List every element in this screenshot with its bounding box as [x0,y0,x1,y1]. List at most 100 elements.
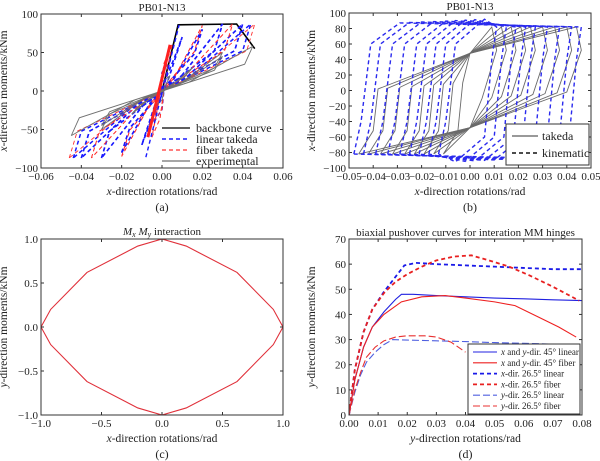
x-tick-label: 0.5 [216,418,230,430]
title-part: interaction [151,226,201,238]
legend-label-part: x [500,369,505,379]
loop-takeda [442,25,498,155]
y-tick-label: −40 [329,117,347,129]
x-axis-label: x-direction rotations/rad [414,186,526,198]
legend-label-part: y [522,358,527,368]
caption: (b) [463,200,477,214]
y-axis-label-rest: -direction moments/kNm [0,266,10,382]
y-axis-label: y-direction moments/kNm [0,266,10,388]
line-backbone [161,23,256,92]
x-tick-label: 0.06 [273,171,293,183]
chart-title: biaxial pushover curves for interation M… [356,227,575,239]
y-axis-label: x-direction moments/kNm [0,30,10,152]
x-tick-label: −0.04 [360,171,386,183]
legend-label: experimental [196,154,259,168]
x-axis-label-italic: x [106,433,113,445]
chart-b: −0.05−0.04−0.03−0.02−0.01 0.00 0.01 0.02 0.0… [306,1,600,214]
x-tick-label: −0.5 [92,418,112,430]
x-tick-label: 0.00 [152,171,172,183]
legend-label: x and y-dir. 45° linear [500,347,579,357]
series-kinematic [353,18,583,163]
x-tick-label: −0.06 [28,171,54,183]
y-tick-label: 70 [335,234,347,246]
y-tick-label: −100 [15,163,38,175]
chart-title: Mx My interaction [122,226,202,239]
y-tick-label: 50 [27,48,39,60]
y-axis-label-rest: -direction moments/kNm [306,266,318,382]
series-line-2 [349,261,582,415]
x-tick-label: −0.04 [69,171,95,183]
y-tick-label: 0 [341,410,347,422]
x-tick-label: −1.0 [31,418,51,430]
x-tick-label: −0.02 [109,171,134,183]
loop-experimental [70,45,254,137]
legend-label-part: and [505,347,523,357]
caption: (c) [155,447,168,461]
y-tick-label: −50 [21,125,39,137]
chart-a: −0.06 −0.04 −0.02 0.00 0.02 0.04 0.06 −100 −50 0 5… [0,2,293,214]
x-axis-label-rest: -direction rotations/rad [112,186,218,198]
x-tick-label: −0.03 [385,171,411,183]
x-axis-label: y-direction rotations/rad [409,433,521,445]
series-line-0 [41,239,283,415]
y-axis-label-rest: -direction moments/kNm [0,30,10,146]
y-tick-label: 50 [335,284,347,296]
x-axis-label-rest: -direction rotations/rad [415,433,521,445]
legend: takeda kinematic [505,123,590,166]
plot-area [353,18,583,163]
legend-label: fiber takeda [196,143,254,157]
x-tick-label: 0.07 [543,418,563,430]
y-tick-label: 10 [335,385,347,397]
x-tick-label: 0.02 [193,171,212,183]
x-axis-label: x-direction rotations/rad [106,433,218,445]
plot-area [68,21,256,159]
loop-experimental [131,67,193,115]
plot-area [41,239,283,415]
legend-label-part: y [500,390,505,400]
legend-label: takeda [542,129,574,143]
legend-label-part: y [500,401,505,411]
x-tick-label: 0.00 [339,418,359,430]
y-tick-label: −100 [323,163,346,175]
legend-label-part: -dir. 26.5° fiber [505,401,561,411]
title-part: M [122,226,133,238]
x-tick-label: 1.0 [276,418,290,430]
loop-kinematic [418,19,517,162]
legend-label: linear takeda [196,132,258,146]
legend-label-part: y [522,347,527,357]
loop-takeda [433,26,507,155]
x-tick-label: 0.04 [233,171,253,183]
y-axis-label-rest: -direction moments/kNm [306,30,318,146]
legend-box [505,123,590,166]
x-tick-label: 0.03 [533,171,553,183]
y-axis-label-italic: x [0,146,10,153]
x-tick-label: 0.00 [460,171,480,183]
x-tick-label: 0.04 [456,418,476,430]
x-tick-label: −0.05 [336,171,362,183]
initial-stiffness-band [146,44,172,138]
caption: (d) [459,447,473,461]
plot-area [349,254,582,415]
legend-label-part: -dir. 45° fiber [527,358,576,368]
y-tick-label: 0.5 [24,278,38,290]
loop-experimental [101,55,223,127]
y-tick-label: −80 [329,148,347,160]
x-tick-label: 0.02 [509,171,528,183]
series-line-1 [349,295,577,415]
loop-kinematic [428,18,508,163]
chart-d: 0.00 0.01 0.02 0.03 0.04 0.05 0.06 0.07 0.08 0 10 2… [306,227,592,461]
legend-label-part: x [500,358,505,368]
legend-label-part: -dir. 26.5° linear [505,369,564,379]
y-tick-label: −20 [329,101,347,113]
y-tick-label: 30 [335,335,347,347]
y-tick-label: 20 [335,70,347,82]
y-tick-label: 0 [33,86,39,98]
legend-label-part: x [500,379,505,389]
legend-label-part: x [500,347,505,357]
y-tick-label: −1.0 [18,410,38,422]
legend-label: y-dir. 26.5° fiber [500,401,561,411]
y-tick-label: 20 [335,360,347,372]
